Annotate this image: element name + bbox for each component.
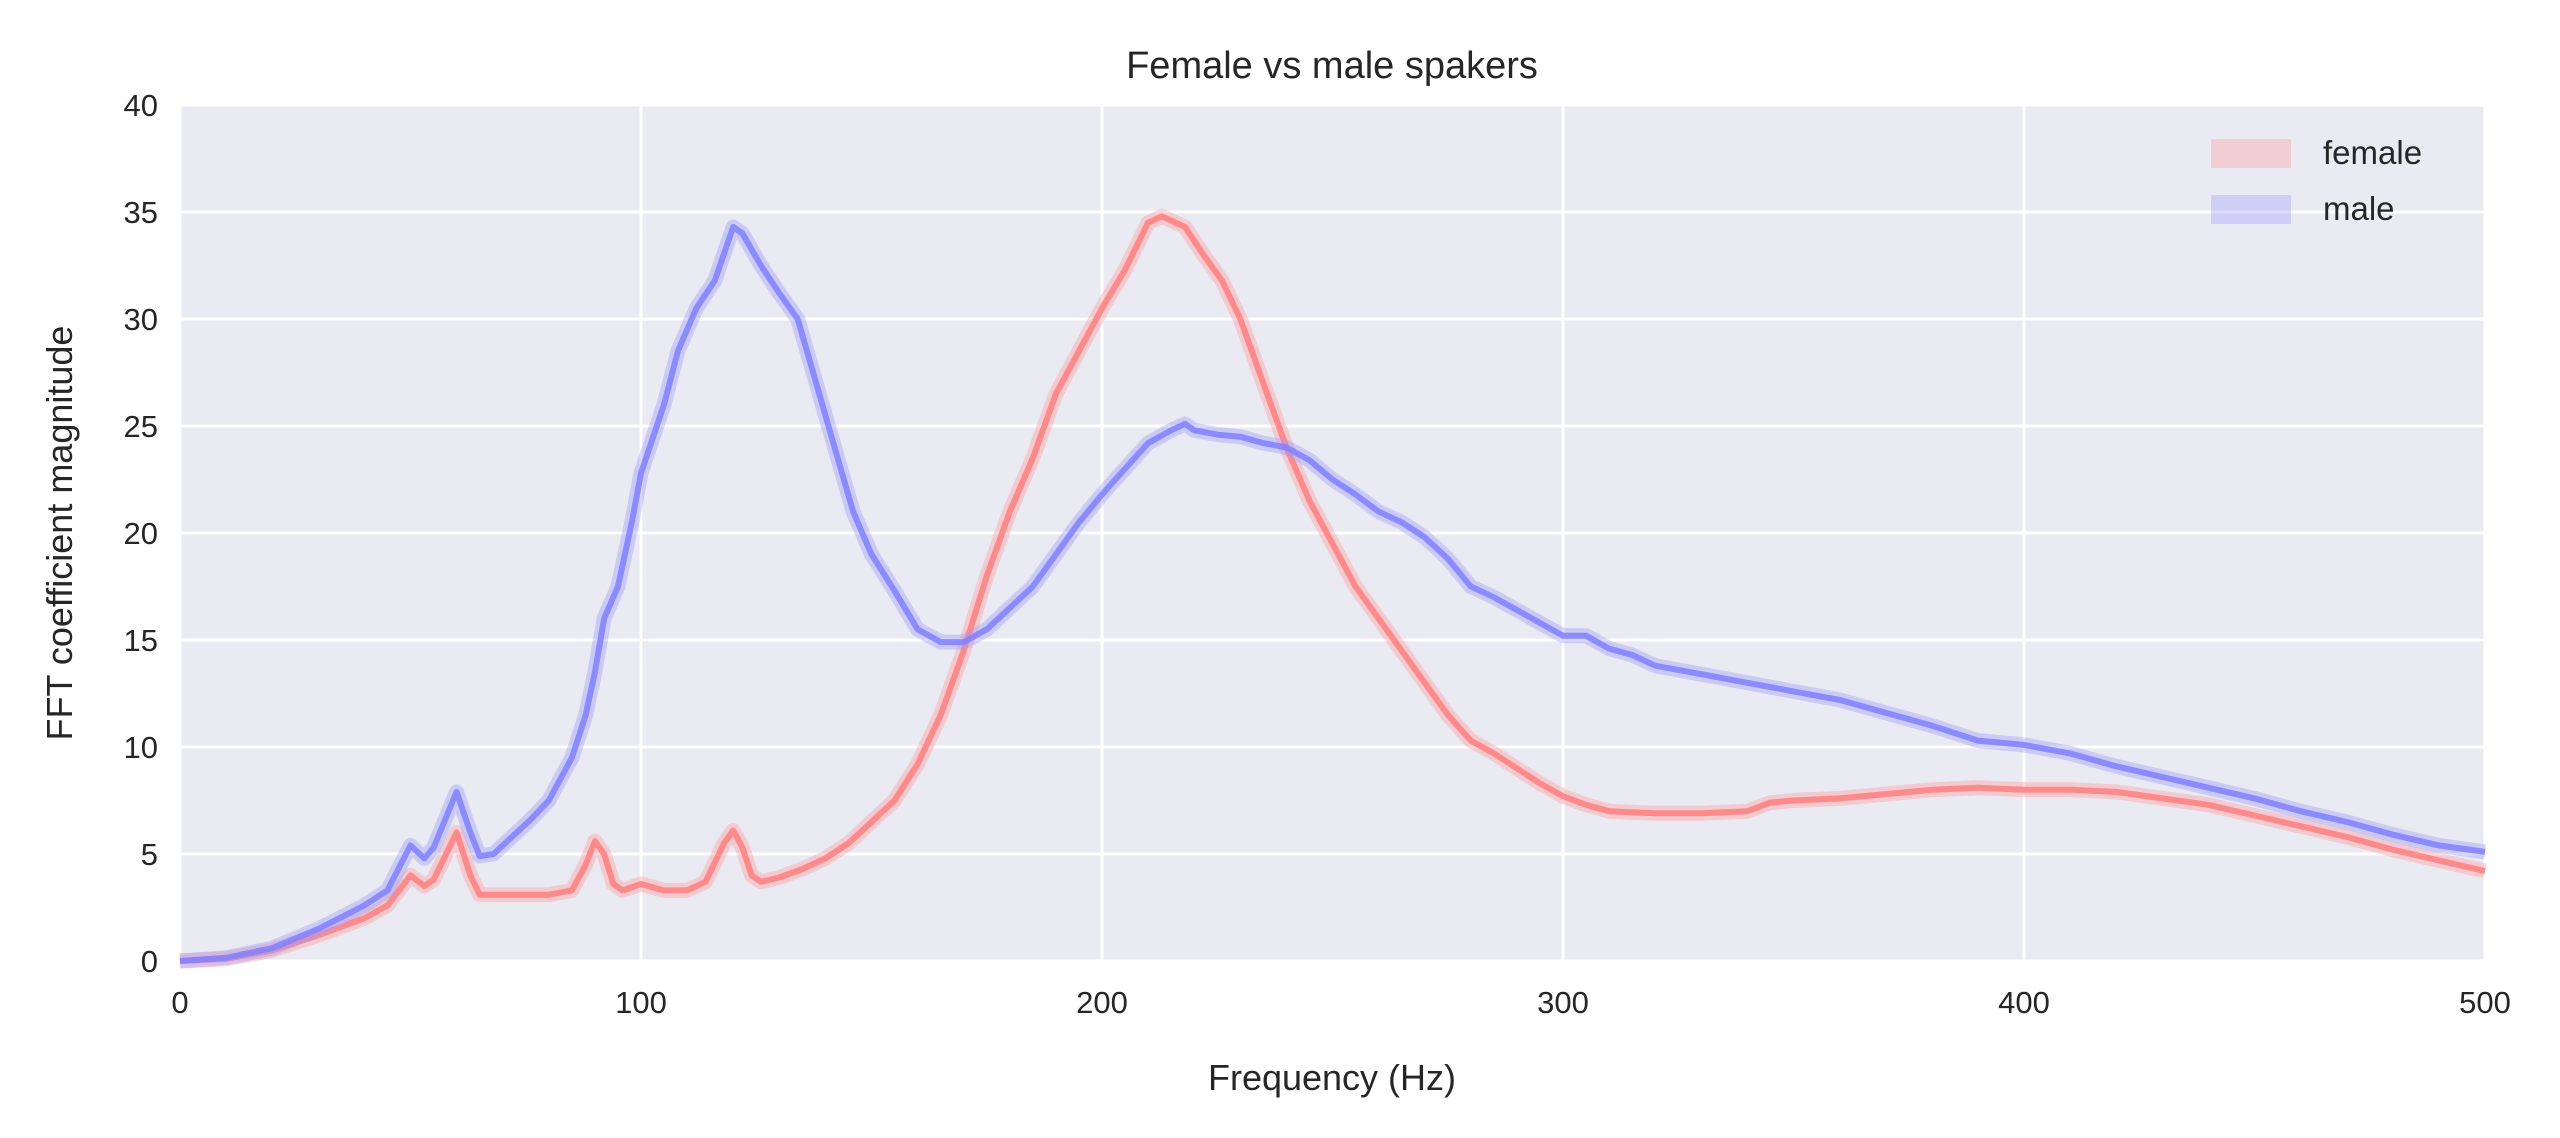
y-tick-label: 25 <box>124 409 158 444</box>
chart-title: Female vs male spakers <box>1126 45 1538 87</box>
y-tick-label: 5 <box>141 837 158 872</box>
y-tick-labels: 0 5 10 15 20 25 30 35 40 <box>124 88 158 979</box>
x-tick-labels: 0 100 200 300 400 500 <box>171 985 2510 1020</box>
y-tick-label: 15 <box>124 623 158 658</box>
male-legend-swatch <box>2211 195 2291 224</box>
y-tick-label: 30 <box>124 302 158 337</box>
series-lines <box>179 208 2487 969</box>
x-tick-label: 500 <box>2459 985 2511 1020</box>
y-tick-label: 0 <box>141 944 158 979</box>
x-tick-label: 300 <box>1537 985 1589 1020</box>
male-legend-label: male <box>2323 190 2395 227</box>
y-tick-label: 40 <box>124 88 158 123</box>
x-tick-label: 100 <box>615 985 667 1020</box>
legend: female male <box>2211 134 2422 227</box>
female-legend-label: female <box>2323 134 2422 171</box>
y-tick-label: 20 <box>124 516 158 551</box>
x-axis-label: Frequency (Hz) <box>1208 1057 1456 1098</box>
male-line <box>179 224 2486 964</box>
x-tick-label: 0 <box>171 985 188 1020</box>
x-tick-label: 200 <box>1076 985 1128 1020</box>
y-axis-label: FFT coefficient magnitude <box>39 326 80 741</box>
y-tick-label: 35 <box>124 195 158 230</box>
y-tick-label: 10 <box>124 730 158 765</box>
gridlines <box>178 103 2487 963</box>
female-legend-swatch <box>2211 139 2291 168</box>
female-line <box>179 213 2486 964</box>
x-tick-label: 400 <box>1998 985 2050 1020</box>
